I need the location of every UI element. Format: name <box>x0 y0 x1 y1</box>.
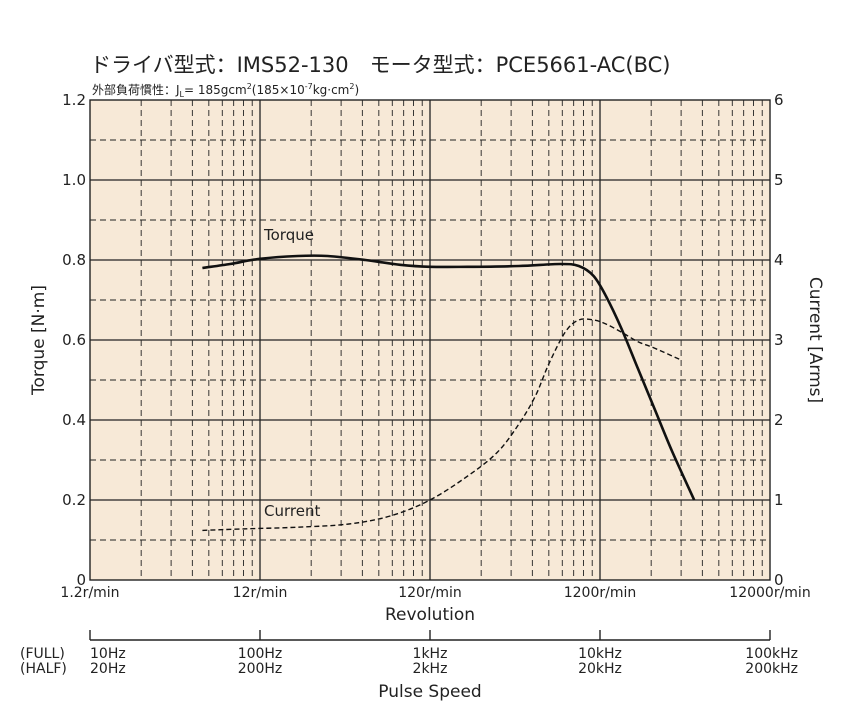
x-tick-label: 1.2r/min <box>60 585 119 601</box>
x-tick-label: 120r/min <box>398 585 462 601</box>
subtitle-sup2: -7 <box>305 82 313 91</box>
y-axis-label-left: Torque [N·m] <box>29 285 49 396</box>
left-tick-label: 0.4 <box>62 411 86 429</box>
series-lines <box>202 254 696 532</box>
left-tick-label: 0.6 <box>62 331 86 349</box>
grid-lines <box>90 100 770 580</box>
right-tick-label: 1 <box>774 491 784 509</box>
subtitle-rest: = 185gcm <box>184 83 247 97</box>
pulse-axis-label: Pulse Speed <box>378 682 481 702</box>
right-tick-label: 4 <box>774 251 784 269</box>
pulse-full-tick-label: 10kHz <box>578 646 622 662</box>
subtitle-sup: 2 <box>247 82 252 91</box>
pulse-half-tick-label: 20Hz <box>90 661 126 677</box>
torque-series-line <box>202 254 696 501</box>
subtitle-rest2: (185×10 <box>252 83 305 97</box>
subtitle-sub: L <box>180 90 185 99</box>
left-tick-label: 0.2 <box>62 491 86 509</box>
pulse-full-label: (FULL) <box>20 646 65 662</box>
right-tick-label: 5 <box>774 171 784 189</box>
right-tick-label: 6 <box>774 91 784 109</box>
x-axis-label: Revolution <box>385 605 475 625</box>
x-axis-ticks: 1.2r/min 12r/min 120r/min 1200r/min 12000r/m… <box>60 585 810 601</box>
pulse-full-tick-label: 10Hz <box>90 646 126 662</box>
chart-subtitle: 外部負荷慣性：JL= 185gcm2(185×10-7kg·cm2) <box>92 82 359 99</box>
pulse-full-tick-label: 1kHz <box>413 646 448 662</box>
current-series-line <box>202 318 682 532</box>
subtitle-rest3: kg·cm <box>313 83 350 97</box>
right-tick-label: 2 <box>774 411 784 429</box>
subtitle-sup3: 2 <box>349 82 354 91</box>
plot-frame <box>89 99 771 581</box>
right-axis-ticks: 0 1 2 3 4 5 6 <box>774 91 784 589</box>
pulse-full-tick-label: 100kHz <box>745 646 798 662</box>
torque-annotation: Torque <box>263 226 314 244</box>
right-tick-label: 0 <box>774 571 784 589</box>
current-annotation: Current <box>264 502 320 520</box>
pulse-half-tick-label: 2kHz <box>413 661 448 677</box>
left-tick-label: 1.0 <box>62 171 86 189</box>
right-tick-label: 3 <box>774 331 784 349</box>
pulse-half-tick-label: 200Hz <box>238 661 283 677</box>
x-tick-label: 1200r/min <box>564 585 637 601</box>
pulse-half-tick-label: 200kHz <box>745 661 798 677</box>
left-tick-label: 0 <box>76 571 86 589</box>
subtitle-rest4: ) <box>354 83 359 97</box>
pulse-full-tick-label: 100Hz <box>238 646 283 662</box>
x-tick-label: 12000r/min <box>729 585 810 601</box>
x-tick-label: 12r/min <box>233 585 288 601</box>
subtitle-text: 外部負荷慣性：J <box>92 82 180 97</box>
left-axis-ticks: 0 0.2 0.4 0.6 0.8 1.0 1.2 <box>62 91 86 589</box>
chart-title: ドライバ型式：IMS52-130 モータ型式：PCE5661-AC(BC) <box>90 53 671 77</box>
left-tick-label: 1.2 <box>62 91 86 109</box>
pulse-half-tick-label: 20kHz <box>578 661 622 677</box>
y-axis-label-right: Current [Arms] <box>805 277 825 403</box>
pulse-half-label: (HALF) <box>20 661 67 677</box>
left-tick-label: 0.8 <box>62 251 86 269</box>
